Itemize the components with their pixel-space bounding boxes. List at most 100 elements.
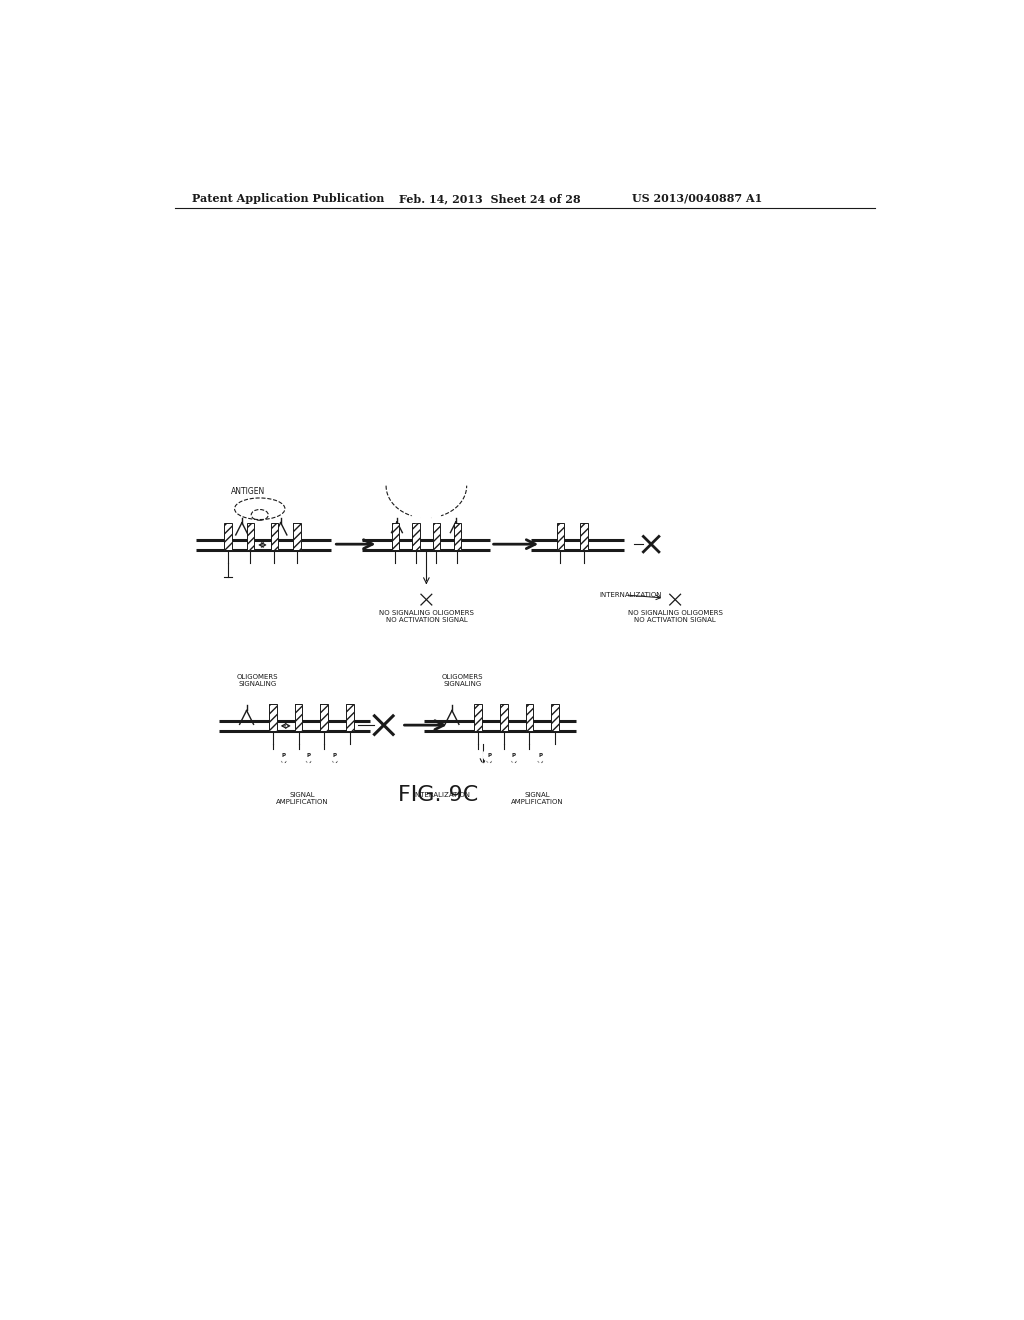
- Circle shape: [422, 513, 431, 523]
- Text: P: P: [282, 752, 286, 758]
- Circle shape: [303, 775, 310, 781]
- Text: P: P: [512, 752, 516, 758]
- Bar: [525, 704, 534, 731]
- Bar: [269, 704, 276, 731]
- Text: Feb. 14, 2013  Sheet 24 of 28: Feb. 14, 2013 Sheet 24 of 28: [399, 193, 581, 205]
- Circle shape: [503, 775, 510, 781]
- Text: Patent Application Publication: Patent Application Publication: [191, 193, 384, 205]
- Circle shape: [295, 763, 305, 774]
- Text: P: P: [306, 752, 310, 758]
- Bar: [557, 523, 564, 550]
- Circle shape: [278, 748, 290, 762]
- Bar: [580, 523, 588, 550]
- Bar: [432, 523, 440, 550]
- Bar: [551, 704, 559, 731]
- Circle shape: [483, 763, 494, 774]
- Bar: [413, 523, 420, 550]
- Bar: [321, 704, 328, 731]
- Circle shape: [508, 763, 519, 774]
- Text: OLIGOMERS: OLIGOMERS: [442, 673, 483, 680]
- Text: NO SIGNALING OLIGOMERS: NO SIGNALING OLIGOMERS: [379, 610, 474, 616]
- Circle shape: [412, 513, 421, 523]
- Circle shape: [528, 775, 537, 781]
- Text: P: P: [333, 752, 337, 758]
- Bar: [247, 523, 254, 550]
- Text: NO ACTIVATION SIGNAL: NO ACTIVATION SIGNAL: [634, 618, 716, 623]
- Text: NO ACTIVATION SIGNAL: NO ACTIVATION SIGNAL: [385, 618, 467, 623]
- Circle shape: [329, 748, 341, 762]
- Bar: [454, 523, 461, 550]
- Bar: [293, 523, 301, 550]
- Bar: [474, 704, 482, 731]
- Bar: [270, 523, 279, 550]
- Circle shape: [508, 748, 520, 762]
- Circle shape: [589, 499, 599, 511]
- Text: OLIGOMERS: OLIGOMERS: [237, 673, 279, 680]
- Circle shape: [330, 775, 337, 781]
- Circle shape: [535, 775, 543, 781]
- Circle shape: [556, 499, 566, 511]
- Bar: [224, 523, 231, 550]
- Bar: [551, 704, 559, 731]
- Text: SIGNAL: SIGNAL: [524, 792, 550, 799]
- Bar: [391, 523, 399, 550]
- Text: P: P: [487, 752, 492, 758]
- Bar: [269, 704, 276, 731]
- Circle shape: [272, 775, 281, 781]
- Circle shape: [417, 590, 435, 609]
- Text: AMPLIFICATION: AMPLIFICATION: [276, 799, 329, 805]
- Bar: [474, 704, 482, 731]
- Circle shape: [666, 590, 684, 609]
- Circle shape: [329, 763, 340, 774]
- Circle shape: [535, 763, 545, 774]
- Bar: [391, 523, 399, 550]
- Bar: [293, 523, 301, 550]
- Text: US 2013/0040887 A1: US 2013/0040887 A1: [632, 193, 762, 205]
- Circle shape: [483, 775, 492, 781]
- Bar: [500, 704, 508, 731]
- Bar: [295, 704, 302, 731]
- Circle shape: [324, 775, 331, 781]
- Circle shape: [269, 763, 281, 774]
- Circle shape: [535, 748, 547, 762]
- Circle shape: [483, 748, 496, 762]
- Text: AMPLIFICATION: AMPLIFICATION: [511, 799, 563, 805]
- Bar: [580, 523, 588, 550]
- Bar: [454, 523, 461, 550]
- Text: INTERALIZATION: INTERALIZATION: [414, 792, 470, 799]
- Text: ANTIGEN: ANTIGEN: [231, 487, 265, 496]
- Bar: [247, 523, 254, 550]
- Circle shape: [302, 748, 314, 762]
- Circle shape: [321, 763, 332, 774]
- Circle shape: [579, 502, 598, 520]
- Circle shape: [500, 763, 511, 774]
- Text: SIGNAL: SIGNAL: [290, 792, 315, 799]
- Circle shape: [279, 775, 286, 781]
- Bar: [295, 704, 302, 731]
- Bar: [432, 523, 440, 550]
- Text: NO SIGNALING OLIGOMERS: NO SIGNALING OLIGOMERS: [628, 610, 723, 616]
- Text: SIGNALING: SIGNALING: [443, 681, 482, 686]
- Bar: [500, 704, 508, 731]
- Circle shape: [526, 763, 537, 774]
- Circle shape: [297, 775, 305, 781]
- Bar: [525, 704, 534, 731]
- Circle shape: [302, 763, 313, 774]
- Circle shape: [566, 499, 578, 511]
- Circle shape: [578, 499, 589, 511]
- Text: INTERNALIZATION: INTERNALIZATION: [599, 591, 662, 598]
- Circle shape: [508, 775, 516, 781]
- Bar: [557, 523, 564, 550]
- Text: P: P: [539, 752, 543, 758]
- Circle shape: [478, 775, 485, 781]
- Bar: [346, 704, 353, 731]
- Circle shape: [278, 763, 289, 774]
- Bar: [224, 523, 231, 550]
- Circle shape: [557, 502, 575, 520]
- Bar: [321, 704, 328, 731]
- Bar: [413, 523, 420, 550]
- Text: FIG. 9C: FIG. 9C: [398, 785, 478, 805]
- Circle shape: [432, 513, 441, 523]
- Bar: [346, 704, 353, 731]
- Text: SIGNALING: SIGNALING: [239, 681, 276, 686]
